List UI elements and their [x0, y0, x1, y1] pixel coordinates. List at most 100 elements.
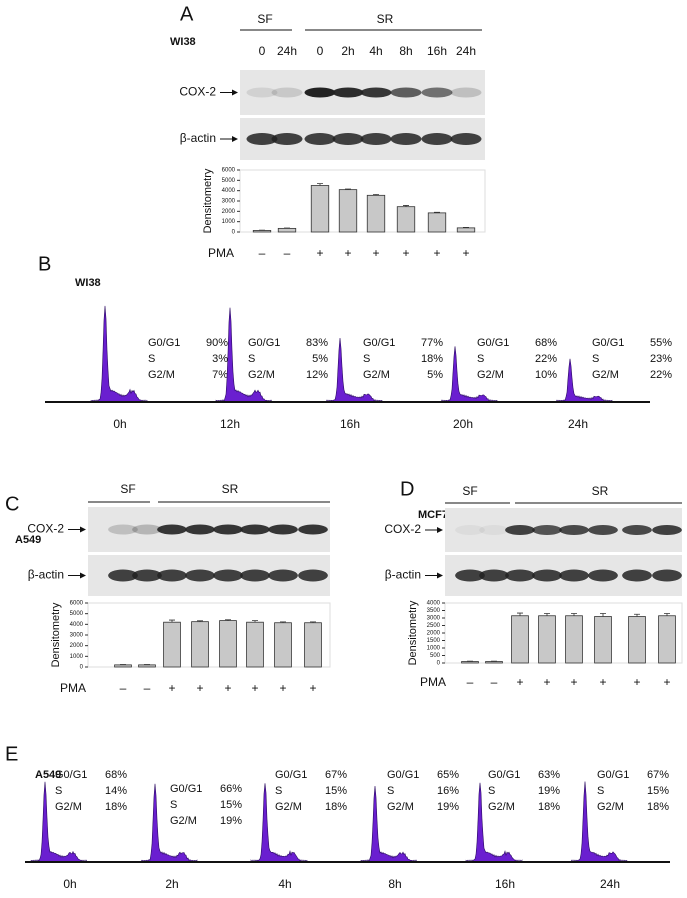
treatment-sign: +: [402, 246, 409, 260]
error-bar: [544, 613, 550, 616]
bar: [138, 664, 156, 668]
blot-band: [588, 569, 618, 582]
phase-label: G0/G1: [55, 769, 87, 781]
blot-band: [622, 525, 652, 535]
phase-label: S: [275, 785, 282, 797]
panel-letter: B: [38, 253, 51, 275]
treatment-sign: +: [224, 681, 231, 695]
group-label: SR: [222, 482, 239, 496]
lane-label: 8h: [399, 44, 412, 58]
y-tick-label: 1000: [427, 646, 441, 652]
panel-letter: D: [400, 478, 414, 500]
blot-band: [559, 525, 589, 535]
treatment-sign: –: [120, 681, 127, 695]
bar: [461, 661, 479, 664]
y-tick-label: 3500: [427, 608, 441, 614]
y-tick-label: 3000: [70, 633, 84, 639]
blot-band: [271, 87, 303, 98]
treatment-sign: +: [516, 675, 523, 689]
lane-label: 4h: [369, 44, 382, 58]
treatment-sign: –: [259, 246, 266, 260]
blot-band: [271, 133, 303, 145]
phase-value: 7%: [212, 369, 228, 381]
lane-label: 0: [317, 44, 324, 58]
time-label: 16h: [495, 877, 515, 891]
error-bar: [252, 620, 258, 623]
treatment-sign: +: [251, 681, 258, 695]
y-tick-label: 5000: [70, 611, 84, 617]
plot-frame: [444, 602, 683, 664]
phase-label: S: [55, 785, 62, 797]
blot-band: [421, 87, 453, 98]
blot-band: [157, 569, 187, 582]
time-label: 16h: [340, 417, 360, 431]
bar: [310, 185, 330, 233]
plot-frame: [239, 169, 486, 233]
histogram: [570, 781, 628, 863]
treatment-sign: +: [344, 246, 351, 260]
error-bar: [345, 188, 351, 190]
phase-label: G0/G1: [170, 783, 202, 795]
error-bar: [317, 183, 323, 186]
blot-band: [479, 525, 509, 535]
phase-value: 67%: [647, 769, 669, 781]
phase-value: 22%: [650, 369, 672, 381]
blot-band: [505, 569, 535, 582]
time-label: 4h: [278, 877, 291, 891]
phase-label: S: [363, 353, 370, 365]
blot-band: [240, 569, 270, 582]
blot-band: [108, 569, 138, 582]
phase-value: 18%: [421, 353, 443, 365]
phase-value: 3%: [212, 353, 228, 365]
y-tick-label: 2000: [70, 643, 84, 649]
treatment-sign: +: [279, 681, 286, 695]
blot-band: [246, 87, 278, 98]
phase-value: 18%: [325, 801, 347, 813]
panel-letter: E: [5, 743, 18, 765]
histogram: [325, 338, 383, 403]
lane-label: 2h: [341, 44, 354, 58]
time-label: 24h: [600, 877, 620, 891]
y-tick-label: 500: [430, 653, 441, 659]
cell-line: A549: [35, 769, 61, 781]
bar: [274, 622, 292, 668]
blot-band: [132, 569, 162, 582]
histogram: [30, 781, 88, 863]
phase-label: G2/M: [597, 801, 624, 813]
group-label: SR: [377, 12, 394, 26]
phase-value: 55%: [650, 337, 672, 349]
blot-band: [246, 133, 278, 145]
phase-value: 67%: [325, 769, 347, 781]
cell-line: WI38: [75, 277, 101, 289]
error-bar: [434, 211, 440, 213]
bar: [246, 621, 264, 668]
phase-value: 68%: [105, 769, 127, 781]
blot-band: [360, 133, 392, 145]
histogram: [90, 305, 148, 403]
y-tick-label: 1000: [222, 219, 236, 225]
histogram: [215, 307, 273, 403]
phase-label: G0/G1: [363, 337, 395, 349]
phase-label: G2/M: [363, 369, 390, 381]
lane-label: 24h: [456, 44, 476, 58]
blot-band: [505, 525, 535, 535]
bar: [628, 616, 646, 664]
time-label: 24h: [568, 417, 588, 431]
treatment-sign: +: [372, 246, 379, 260]
bar: [658, 615, 676, 664]
blot-band: [304, 133, 336, 145]
blot-band: [652, 525, 682, 535]
treatment-sign: +: [196, 681, 203, 695]
treatment-sign: +: [433, 246, 440, 260]
blot-band: [360, 87, 392, 98]
phase-label: G2/M: [387, 801, 414, 813]
error-bar: [197, 620, 203, 622]
treatment-sign: +: [309, 681, 316, 695]
bar: [252, 230, 272, 233]
blot-band: [332, 133, 364, 145]
bar: [338, 189, 358, 233]
phase-label: G0/G1: [148, 337, 180, 349]
bar: [277, 227, 297, 233]
treatment-label: PMA: [60, 681, 86, 695]
time-label: 20h: [453, 417, 473, 431]
